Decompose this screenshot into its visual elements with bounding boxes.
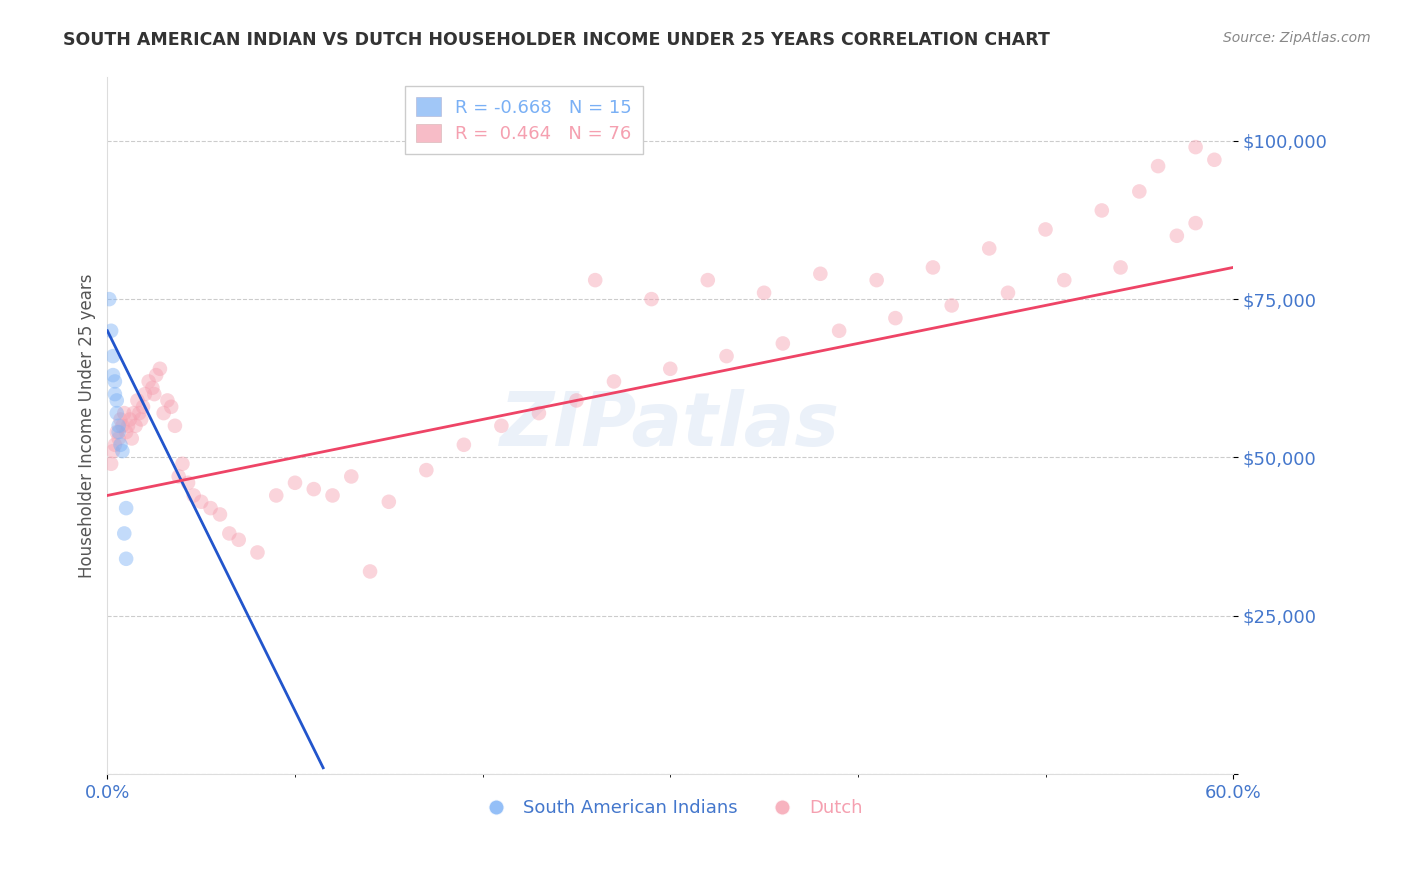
Point (808, 267, 831, 281)
Point (149, 361, 172, 376)
Point (138, 375, 160, 389)
Point (167, 469, 190, 483)
Point (228, 533, 250, 547)
Point (1184, 140, 1206, 154)
Point (160, 400, 183, 414)
Point (104, 375, 127, 389)
Point (246, 545, 269, 559)
Point (129, 412, 152, 426)
Point (922, 260, 945, 275)
Point (118, 412, 141, 426)
Point (141, 381, 163, 395)
Point (110, 412, 132, 426)
Point (100, 324, 122, 338)
Point (716, 349, 738, 363)
Point (565, 393, 588, 408)
Point (284, 475, 307, 490)
Point (110, 438, 132, 452)
Point (1091, 203, 1114, 218)
Point (1184, 216, 1206, 230)
Point (100, 457, 122, 471)
Point (979, 242, 1001, 256)
Point (997, 285, 1019, 300)
Point (828, 324, 851, 338)
Point (200, 501, 222, 516)
Point (527, 406, 550, 420)
Point (124, 418, 146, 433)
Point (1109, 260, 1132, 275)
Point (1147, 159, 1170, 173)
Point (104, 387, 127, 401)
Point (378, 495, 401, 509)
Point (866, 273, 889, 287)
Point (603, 375, 626, 389)
Point (145, 368, 167, 383)
Point (218, 526, 240, 541)
Point (101, 368, 124, 383)
Point (115, 425, 138, 439)
Y-axis label: Householder Income Under 25 years: Householder Income Under 25 years (79, 274, 96, 578)
Point (177, 475, 200, 490)
Point (122, 406, 145, 420)
Legend: South American Indians, Dutch: South American Indians, Dutch (470, 792, 870, 824)
Point (115, 551, 138, 566)
Point (117, 418, 139, 433)
Point (583, 273, 606, 287)
Point (107, 425, 129, 439)
Point (183, 488, 205, 502)
Point (111, 444, 134, 458)
Point (107, 418, 129, 433)
Point (302, 482, 325, 496)
Point (340, 469, 363, 483)
Point (152, 406, 174, 420)
Point (1166, 228, 1188, 243)
Point (264, 488, 287, 502)
Point (163, 418, 186, 433)
Point (104, 438, 127, 452)
Point (640, 292, 662, 306)
Point (322, 488, 344, 502)
Point (772, 336, 794, 351)
Point (1053, 273, 1076, 287)
Point (128, 406, 150, 420)
Point (127, 393, 149, 408)
Point (134, 387, 156, 401)
Point (121, 432, 143, 446)
Point (190, 495, 212, 509)
Point (172, 457, 194, 471)
Point (112, 526, 135, 541)
Point (143, 387, 166, 401)
Point (112, 406, 135, 420)
Point (111, 418, 134, 433)
Point (1035, 222, 1057, 236)
Point (453, 438, 475, 452)
Point (107, 432, 129, 446)
Point (98, 292, 121, 306)
Point (491, 418, 513, 433)
Point (752, 285, 775, 300)
Point (1204, 153, 1226, 167)
Point (884, 311, 907, 326)
Point (208, 508, 231, 522)
Point (696, 273, 718, 287)
Point (101, 349, 124, 363)
Point (941, 298, 963, 312)
Point (105, 406, 128, 420)
Text: ZIPatlas: ZIPatlas (501, 389, 841, 462)
Point (659, 361, 682, 376)
Point (415, 463, 437, 477)
Point (105, 393, 128, 408)
Point (359, 565, 381, 579)
Point (101, 444, 124, 458)
Text: SOUTH AMERICAN INDIAN VS DUTCH HOUSEHOLDER INCOME UNDER 25 YEARS CORRELATION CHA: SOUTH AMERICAN INDIAN VS DUTCH HOUSEHOLD… (63, 31, 1050, 49)
Point (105, 425, 128, 439)
Point (1128, 185, 1150, 199)
Text: Source: ZipAtlas.com: Source: ZipAtlas.com (1223, 31, 1371, 45)
Point (115, 501, 138, 516)
Point (156, 393, 179, 408)
Point (132, 400, 155, 414)
